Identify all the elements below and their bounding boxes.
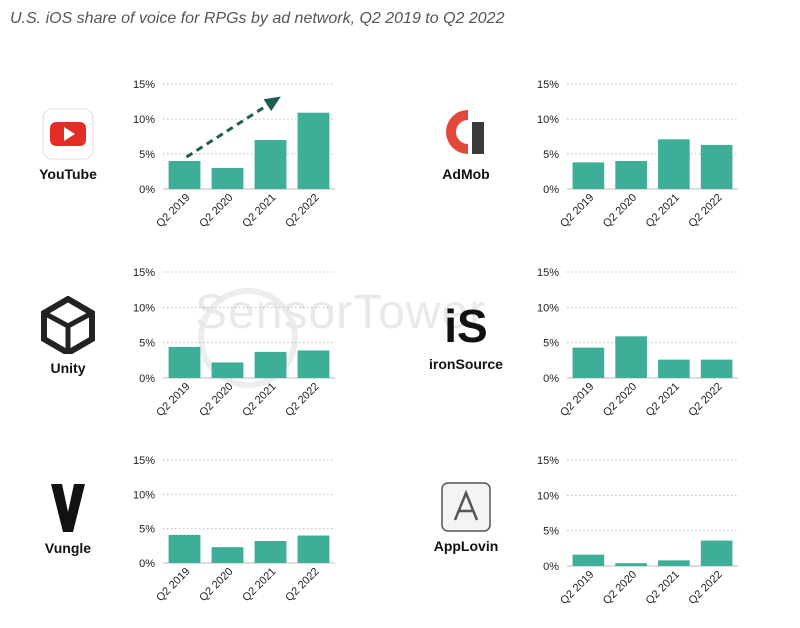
- unity-bar-q2-2019: [168, 346, 201, 378]
- vungle-ytick-label: 15%: [133, 455, 155, 467]
- youtube-bar-q2-2022: [297, 112, 330, 189]
- unity-ytick-label: 15%: [133, 267, 155, 279]
- applovin-ytick-label: 10%: [537, 490, 559, 502]
- applovin-category-label: Q2 2019: [558, 569, 596, 607]
- vungle-bar-q2-2020: [211, 547, 244, 563]
- youtube-trend-arrowhead: [263, 96, 281, 112]
- applovin-ytick-label: 15%: [537, 455, 559, 467]
- unity-icon: [41, 296, 95, 354]
- watermark-ring: [198, 288, 298, 388]
- unity-bar-q2-2021: [254, 351, 287, 378]
- youtube-ytick-label: 0%: [139, 184, 155, 196]
- youtube-ytick-label: 15%: [133, 79, 155, 91]
- ironsource-bar-q2-2022: [700, 359, 733, 378]
- youtube-bar-q2-2019: [168, 161, 201, 189]
- vungle-ytick-label: 5%: [139, 524, 155, 536]
- unity-bar-q2-2020: [211, 362, 244, 378]
- watermark: SensorTower: [195, 286, 487, 339]
- admob-ytick-label: 15%: [537, 79, 559, 91]
- admob-bar-q2-2022: [700, 144, 733, 189]
- youtube-ytick-label: 10%: [133, 114, 155, 126]
- applovin-bar-q2-2022: [700, 540, 733, 566]
- ironsource-ytick-label: 0%: [543, 373, 559, 385]
- applovin-category-label: Q2 2021: [644, 569, 682, 607]
- chart-subtitle: U.S. iOS share of voice for RPGs by ad n…: [10, 10, 505, 27]
- admob-logo: AdMob: [411, 104, 521, 182]
- applovin-category-label: Q2 2022: [686, 569, 724, 607]
- unity-ytick-label: 10%: [133, 302, 155, 314]
- youtube-bar-q2-2021: [254, 140, 287, 189]
- admob-ytick-label: 10%: [537, 114, 559, 126]
- network-label-ironsource: ironSource: [429, 356, 503, 372]
- network-label-vungle: Vungle: [44, 540, 92, 556]
- vungle-bar-q2-2022: [297, 535, 330, 563]
- applovin-bar-q2-2020: [615, 563, 647, 566]
- admob-bar-q2-2019: [572, 162, 605, 189]
- unity-ytick-label: 0%: [139, 373, 155, 385]
- network-label-youtube: YouTube: [39, 166, 97, 182]
- youtube-bar-q2-2020: [211, 168, 244, 189]
- vungle-bar-q2-2021: [254, 541, 287, 563]
- unity-logo: Unity: [13, 296, 123, 376]
- ironsource-bar-q2-2019: [572, 347, 605, 378]
- youtube-logo: YouTube: [13, 108, 123, 182]
- youtube-trend-arrow: [185, 97, 279, 159]
- ironsource-bar-q2-2021: [658, 359, 690, 378]
- admob-icon: [446, 110, 484, 154]
- vungle-ytick-label: 0%: [139, 558, 155, 570]
- vungle-bar-q2-2019: [168, 534, 201, 563]
- ironsource-logo: iS ironSource: [411, 300, 521, 372]
- admob-bar-q2-2021: [658, 139, 690, 189]
- ironsource-bar-q2-2020: [615, 336, 647, 378]
- svg-text:iS: iS: [444, 300, 487, 350]
- applovin-category-label: Q2 2020: [601, 569, 639, 607]
- applovin-bar-q2-2019: [572, 554, 605, 566]
- unity-bar-q2-2022: [297, 350, 330, 378]
- vungle-ytick-label: 10%: [133, 489, 155, 501]
- ironsource-ytick-label: 10%: [537, 302, 559, 314]
- vungle-icon: [51, 484, 85, 532]
- ironsource-ytick-label: 15%: [537, 267, 559, 279]
- unity-ytick-label: 5%: [139, 338, 155, 350]
- youtube-ytick-label: 5%: [139, 149, 155, 161]
- applovin-ytick-label: 5%: [543, 526, 559, 538]
- network-label-applovin: AppLovin: [433, 538, 499, 554]
- applovin-bar-q2-2021: [658, 560, 690, 566]
- vungle-logo: Vungle: [13, 482, 123, 556]
- applovin-logo: AppLovin: [411, 482, 521, 554]
- network-label-admob: AdMob: [442, 166, 490, 182]
- ironsource-icon: iS: [444, 300, 487, 350]
- applovin-icon: [441, 482, 491, 532]
- network-label-unity: Unity: [50, 360, 86, 376]
- ironsource-ytick-label: 5%: [543, 338, 559, 350]
- youtube-play-icon: [42, 108, 94, 160]
- admob-ytick-label: 5%: [543, 149, 559, 161]
- applovin-ytick-label: 0%: [543, 561, 559, 573]
- admob-bar-q2-2020: [615, 161, 647, 189]
- admob-ytick-label: 0%: [543, 184, 559, 196]
